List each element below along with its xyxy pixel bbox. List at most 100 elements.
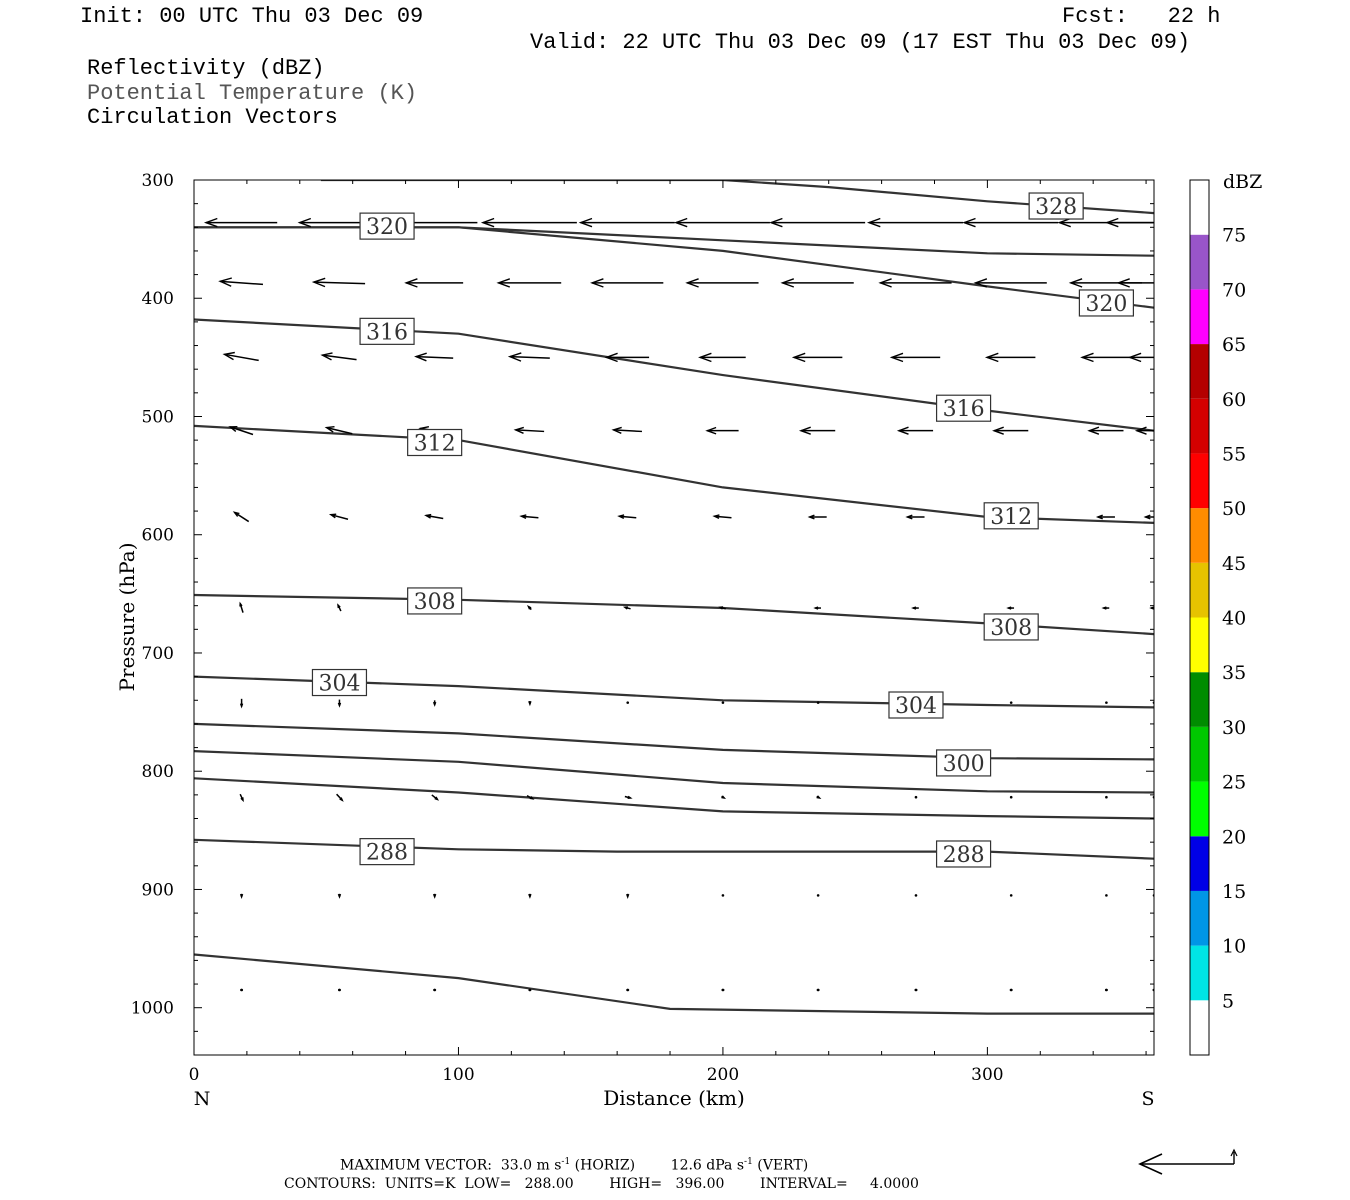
contour-label: 308 bbox=[983, 613, 1039, 641]
colorbar-segment bbox=[1190, 890, 1209, 946]
contour-label: 304 bbox=[888, 691, 944, 719]
colorbar-segment bbox=[1190, 781, 1209, 837]
colorbar-level-label: 70 bbox=[1222, 279, 1246, 301]
colorbar-level-label: 75 bbox=[1222, 225, 1246, 247]
colorbar-level-label: 35 bbox=[1222, 662, 1246, 684]
vector-arrow bbox=[896, 426, 934, 435]
field-circulation-vectors: Circulation Vectors bbox=[87, 105, 338, 130]
vector-arrow bbox=[718, 606, 726, 610]
vector-arrow bbox=[526, 604, 532, 611]
vector-arrow bbox=[816, 701, 820, 704]
vector-arrow bbox=[218, 277, 264, 287]
vector-arrow bbox=[1101, 606, 1110, 610]
contour-label: 300 bbox=[935, 749, 992, 777]
theta-contour-324 bbox=[194, 226, 1154, 257]
vector-arrow bbox=[433, 988, 437, 992]
vector-arrow bbox=[626, 701, 630, 704]
colorbar-level-label: 20 bbox=[1222, 826, 1246, 848]
vector-arrow bbox=[1009, 988, 1013, 992]
theta-contour-300 bbox=[194, 722, 1154, 761]
theta-contours bbox=[194, 180, 1154, 1015]
vector-arrow bbox=[239, 893, 244, 899]
contour-label: 320 bbox=[1078, 289, 1134, 317]
contours-note: CONTOURS: UNITS=K LOW= 288.00 HIGH= 396.… bbox=[284, 1176, 919, 1192]
vector-arrow bbox=[328, 513, 349, 521]
contour-label: 320 bbox=[359, 212, 415, 240]
colorbar-level-label: 15 bbox=[1222, 881, 1246, 903]
x-end-label-north: N bbox=[194, 1088, 211, 1110]
svg-text:320: 320 bbox=[1085, 292, 1127, 317]
vector-arrow bbox=[337, 603, 342, 612]
contour-label: 288 bbox=[935, 840, 992, 868]
vector-arrow bbox=[604, 352, 650, 363]
x-tick-label: 200 bbox=[707, 1065, 739, 1085]
max-vector-key-arrow bbox=[1138, 1148, 1238, 1175]
y-tick-label: 300 bbox=[142, 171, 174, 191]
colorbar-segment bbox=[1190, 234, 1209, 290]
vector-arrow bbox=[911, 606, 919, 610]
colorbar-level-label: 10 bbox=[1222, 936, 1246, 958]
theta-contour-316 bbox=[194, 318, 1154, 432]
vector-arrow bbox=[424, 513, 444, 520]
vector-arrow bbox=[1006, 606, 1015, 610]
colorbar-segment bbox=[1190, 508, 1209, 563]
vector-arrow bbox=[769, 217, 866, 228]
vector-arrow bbox=[528, 893, 532, 899]
vector-arrow bbox=[404, 278, 464, 288]
colorbar-frame bbox=[1189, 179, 1210, 1056]
contour-label: 304 bbox=[311, 668, 368, 697]
vector-arrow bbox=[496, 278, 562, 288]
svg-text:308: 308 bbox=[990, 616, 1032, 641]
svg-text:328: 328 bbox=[1035, 195, 1077, 220]
colorbar-level-label: 55 bbox=[1222, 443, 1246, 465]
theta-contour-312 bbox=[194, 424, 1154, 524]
vector-arrow bbox=[816, 894, 820, 897]
colorbar-level-label: 30 bbox=[1222, 717, 1246, 739]
vector-arrow bbox=[624, 795, 633, 799]
svg-text:312: 312 bbox=[414, 432, 456, 457]
vector-arrow bbox=[992, 426, 1029, 435]
x-axis-title: Distance (km) bbox=[603, 1086, 745, 1110]
colorbar-level-label: 25 bbox=[1222, 772, 1246, 794]
vector-arrow bbox=[807, 514, 827, 520]
vector-arrow bbox=[1116, 278, 1154, 288]
colorbar-segment bbox=[1190, 180, 1209, 235]
vector-arrow bbox=[1105, 894, 1108, 897]
vector-arrow bbox=[239, 698, 244, 709]
colorbar-level-label: 65 bbox=[1222, 334, 1246, 356]
colorbar-segment bbox=[1190, 836, 1209, 891]
vector-arrow bbox=[431, 794, 440, 801]
colorbar-segment bbox=[1190, 289, 1209, 345]
vector-arrow bbox=[480, 217, 577, 228]
vector-arrow bbox=[1104, 217, 1154, 228]
reflectivity-colorbar: 5 10 15 20 25 30 35 40 45 50 55 60 65 70 75 bbox=[1189, 179, 1246, 1056]
vector-arrow bbox=[337, 699, 342, 708]
vector-arrow bbox=[239, 601, 244, 613]
contour-label: 308 bbox=[407, 587, 463, 615]
vector-arrow bbox=[698, 352, 746, 363]
y-tick-label: 500 bbox=[142, 407, 174, 427]
vector-arrow bbox=[780, 278, 854, 288]
vector-arrow bbox=[1143, 514, 1154, 520]
theta-contour-320 bbox=[194, 226, 1154, 309]
y-tick-label: 700 bbox=[142, 644, 174, 664]
svg-text:316: 316 bbox=[366, 320, 408, 345]
contour-label: 316 bbox=[359, 317, 415, 345]
vector-arrow bbox=[673, 217, 770, 228]
theta-contour-288 bbox=[194, 838, 1154, 860]
vector-arrow bbox=[239, 793, 244, 803]
vector-arrow bbox=[984, 352, 1036, 363]
contour-label: 328 bbox=[1028, 192, 1084, 220]
x-axis-ticks: 0 100 200 300 bbox=[189, 180, 1147, 1085]
contour-labels: 328 320 320 316 316 312 312 308 308 304 304 300 288 2… bbox=[311, 192, 1134, 868]
vector-arrow bbox=[240, 988, 244, 992]
vector-arrow bbox=[914, 988, 918, 992]
colorbar-segment bbox=[1190, 398, 1209, 454]
y-tick-label: 600 bbox=[142, 526, 174, 546]
vector-arrow bbox=[878, 278, 952, 288]
forecast-hour: Fcst: 22 h bbox=[1062, 4, 1221, 29]
vector-arrow bbox=[705, 426, 739, 435]
colorbar-segment bbox=[1190, 672, 1209, 727]
colorbar-title: dBZ bbox=[1223, 171, 1262, 193]
